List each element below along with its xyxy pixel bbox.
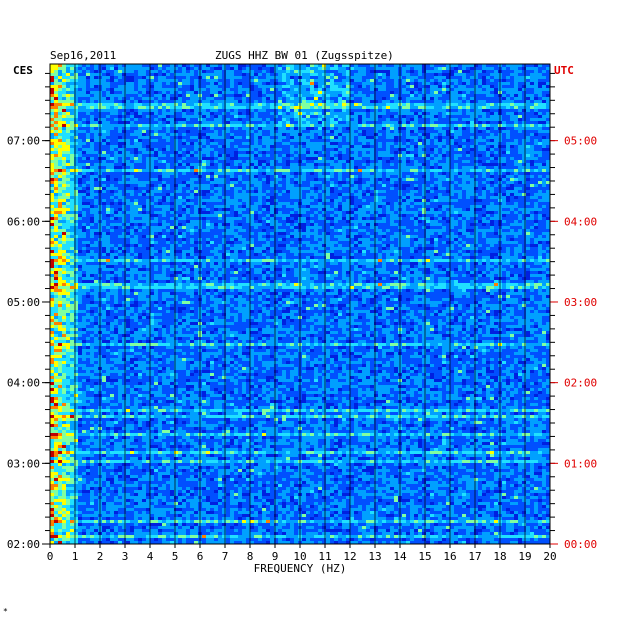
- y-right-tick-label: 00:00: [564, 538, 597, 551]
- y-right-tick-label: 02:00: [564, 377, 597, 390]
- y-left-tick-label: 07:00: [7, 135, 40, 148]
- x-tick-label: 7: [222, 550, 229, 563]
- x-axis-label: FREQUENCY (HZ): [254, 562, 347, 575]
- x-tick-label: 1: [72, 550, 79, 563]
- x-tick-label: 6: [197, 550, 204, 563]
- y-right-tick-label: 05:00: [564, 135, 597, 148]
- x-tick-label: 13: [368, 550, 381, 563]
- y-right-tick-label: 04:00: [564, 215, 597, 228]
- y-right-tick-label: 03:00: [564, 296, 597, 309]
- x-tick-label: 3: [122, 550, 129, 563]
- x-tick-label: 15: [418, 550, 431, 563]
- x-tick-label: 4: [147, 550, 154, 563]
- x-tick-label: 20: [543, 550, 556, 563]
- x-tick-label: 14: [393, 550, 407, 563]
- y-left-tick-label: 04:00: [7, 377, 40, 390]
- x-tick-label: 5: [172, 550, 179, 563]
- x-tick-label: 8: [247, 550, 254, 563]
- y-left-tick-label: 02:00: [7, 538, 40, 551]
- x-tick-label: 18: [493, 550, 506, 563]
- y-left-tick-label: 06:00: [7, 215, 40, 228]
- y-left-tick-label: 05:00: [7, 296, 40, 309]
- y-left-tick-label: 03:00: [7, 457, 40, 470]
- x-tick-label: 16: [443, 550, 456, 563]
- y-right-tick-label: 01:00: [564, 457, 597, 470]
- x-tick-label: 17: [468, 550, 481, 563]
- x-tick-label: 0: [47, 550, 54, 563]
- x-tick-label: 2: [97, 550, 104, 563]
- x-tick-label: 19: [518, 550, 531, 563]
